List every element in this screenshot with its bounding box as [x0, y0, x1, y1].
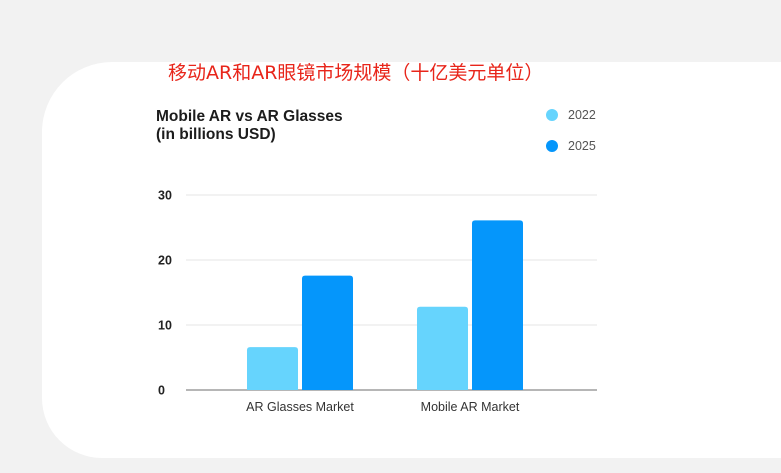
legend-swatch-2022 [546, 109, 558, 121]
chart-title: Mobile AR vs AR Glasses (in billions USD… [156, 108, 343, 144]
y-tick-label: 10 [158, 319, 172, 333]
overlay-title: 移动AR和AR眼镜市场规模（十亿美元单位） [168, 62, 544, 84]
legend-item-2025: 2025 [546, 138, 596, 154]
chart-legend: 2022 2025 [546, 107, 596, 169]
x-category-label: AR Glasses Market [246, 400, 354, 414]
y-tick-label: 0 [158, 384, 165, 398]
bar-mobile-ar-market-2022 [417, 306, 468, 390]
bar-ar-glasses-market-2022 [247, 347, 298, 390]
bar-ar-glasses-market-2025 [302, 275, 353, 390]
chart-title-line1: Mobile AR vs AR Glasses [156, 108, 343, 125]
y-tick-label: 20 [158, 254, 172, 268]
y-tick-label: 30 [158, 189, 172, 203]
legend-swatch-2025 [546, 140, 558, 152]
x-category-label: Mobile AR Market [421, 400, 520, 414]
legend-label-2025: 2025 [568, 139, 596, 153]
chart-title-line2: (in billions USD) [156, 126, 276, 143]
legend-item-2022: 2022 [546, 107, 596, 123]
bar-mobile-ar-market-2025 [472, 220, 523, 390]
legend-label-2022: 2022 [568, 108, 596, 122]
